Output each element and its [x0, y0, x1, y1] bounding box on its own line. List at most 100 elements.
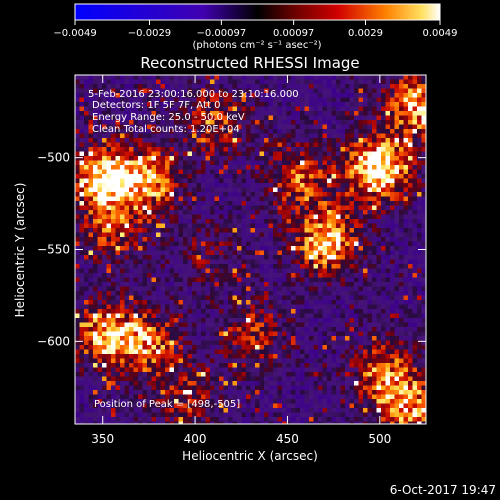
- heatmap-cell: [385, 111, 391, 116]
- heatmap-cell: [403, 354, 409, 359]
- heatmap-cell: [102, 241, 107, 247]
- heatmap-cell: [219, 187, 224, 193]
- heatmap-cell: [327, 327, 332, 332]
- heatmap-cell: [250, 340, 256, 346]
- heatmap-cell: [93, 142, 98, 148]
- heatmap-cell: [286, 75, 292, 80]
- heatmap-cell: [151, 219, 157, 224]
- heatmap-cell: [93, 196, 98, 202]
- heatmap-cell: [367, 291, 373, 296]
- heatmap-cell: [322, 156, 328, 161]
- heatmap-cell: [412, 228, 418, 233]
- heatmap-cell: [376, 255, 382, 260]
- heatmap-cell: [354, 264, 359, 269]
- heatmap-cell: [250, 300, 256, 305]
- heatmap-cell: [322, 97, 328, 103]
- heatmap-cell: [363, 79, 368, 85]
- heatmap-cell: [120, 201, 125, 206]
- heatmap-cell: [115, 232, 121, 238]
- heatmap-cell: [79, 169, 85, 175]
- heatmap-cell: [394, 192, 400, 197]
- heatmap-cell: [318, 295, 323, 301]
- heatmap-cell: [115, 295, 121, 301]
- heatmap-cell: [169, 196, 175, 202]
- heatmap-cell: [79, 88, 85, 94]
- heatmap-cell: [367, 88, 373, 94]
- heatmap-cell: [201, 106, 206, 112]
- heatmap-cell: [417, 322, 422, 328]
- heatmap-cell: [340, 120, 346, 125]
- heatmap-cell: [313, 129, 319, 134]
- heatmap-cell: [309, 169, 314, 175]
- heatmap-cell: [205, 115, 211, 121]
- heatmap-cell: [255, 246, 260, 251]
- heatmap-cell: [421, 223, 426, 229]
- heatmap-cell: [273, 219, 278, 224]
- heatmap-cell: [349, 88, 355, 94]
- heatmap-cell: [165, 304, 170, 310]
- heatmap-cell: [340, 223, 346, 229]
- heatmap-cell: [390, 129, 395, 134]
- heatmap-cell: [331, 160, 337, 166]
- heatmap-cell: [174, 106, 179, 112]
- heatmap-cell: [138, 192, 143, 197]
- heatmap-cell: [250, 318, 256, 323]
- heatmap-cell: [147, 102, 152, 107]
- heatmap-cell: [156, 210, 161, 215]
- heatmap-cell: [309, 219, 314, 224]
- heatmap-cell: [232, 291, 238, 296]
- heatmap-cell: [367, 205, 373, 211]
- heatmap-cell: [394, 93, 400, 98]
- heatmap-cell: [286, 358, 292, 364]
- heatmap-cell: [354, 210, 359, 215]
- heatmap-cell: [160, 318, 166, 323]
- heatmap-cell: [156, 237, 161, 242]
- heatmap-cell: [282, 219, 287, 224]
- heatmap-cell: [349, 111, 355, 116]
- heatmap-cell: [417, 259, 422, 265]
- heatmap-cell: [291, 300, 296, 305]
- heatmap-cell: [201, 151, 206, 157]
- heatmap-cell: [313, 309, 319, 314]
- heatmap-cell: [187, 345, 193, 350]
- heatmap-cell: [75, 295, 80, 301]
- heatmap-cell: [219, 156, 224, 161]
- heatmap-cell: [241, 97, 247, 103]
- heatmap-cell: [111, 156, 116, 161]
- heatmap-cell: [228, 196, 233, 202]
- heatmap-cell: [408, 88, 413, 94]
- heatmap-cell: [205, 192, 211, 197]
- heatmap-cell: [228, 201, 233, 206]
- heatmap-cell: [246, 205, 251, 211]
- heatmap-cell: [151, 228, 157, 233]
- heatmap-cell: [88, 210, 94, 215]
- heatmap-cell: [300, 264, 305, 269]
- heatmap-cell: [385, 205, 391, 211]
- heatmap-cell: [205, 264, 211, 269]
- heatmap-cell: [349, 246, 355, 251]
- heatmap-cell: [196, 273, 202, 278]
- heatmap-cell: [394, 277, 400, 283]
- heatmap-cell: [246, 349, 251, 355]
- heatmap-cell: [399, 214, 404, 220]
- heatmap-cell: [133, 309, 139, 314]
- heatmap-cell: [322, 138, 328, 143]
- heatmap-cell: [412, 322, 418, 328]
- heatmap-cell: [354, 255, 359, 260]
- heatmap-cell: [295, 115, 301, 121]
- heatmap-cell: [133, 340, 139, 346]
- heatmap-cell: [93, 201, 98, 206]
- heatmap-cell: [295, 358, 301, 364]
- heatmap-cell: [232, 111, 238, 116]
- heatmap-cell: [363, 309, 368, 314]
- heatmap-cell: [196, 219, 202, 224]
- heatmap-cell: [210, 205, 215, 211]
- heatmap-cell: [169, 183, 175, 188]
- heatmap-cell: [277, 151, 283, 157]
- heatmap-cell: [331, 286, 337, 292]
- heatmap-cell: [318, 187, 323, 193]
- heatmap-cell: [84, 322, 89, 328]
- heatmap-cell: [345, 187, 350, 193]
- heatmap-cell: [79, 259, 85, 265]
- heatmap-cell: [358, 84, 364, 89]
